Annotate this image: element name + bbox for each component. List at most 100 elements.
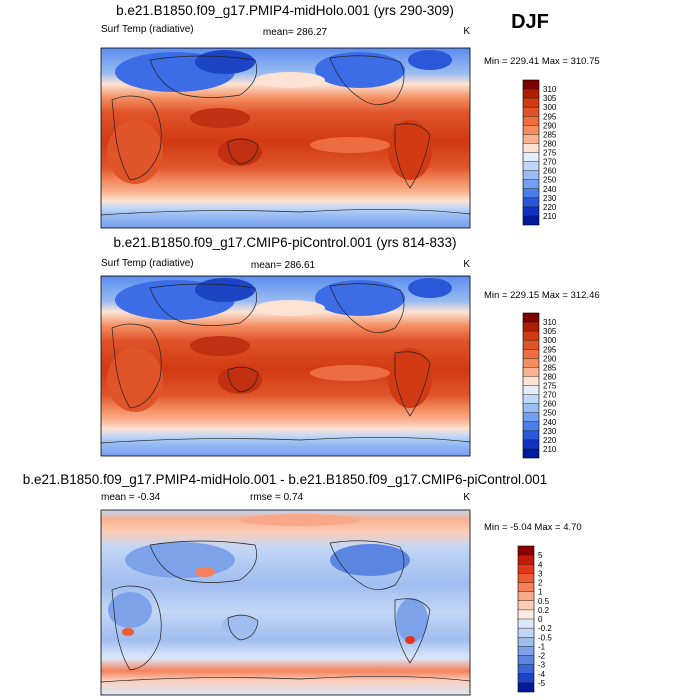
- panel-1-mean: mean= 286.27: [263, 27, 328, 38]
- legend-label: 270: [543, 158, 557, 167]
- panel-2-units: K: [463, 259, 470, 270]
- panel-1-australia: [218, 138, 262, 166]
- panel-1-cold-tongue: [310, 137, 390, 153]
- panel-3-title: b.e21.B1850.f09_g17.PMIP4-midHolo.001 - …: [23, 472, 548, 487]
- panel-1-map: [101, 48, 470, 228]
- panel-1-warm-pool: [190, 108, 250, 128]
- legend-swatch: [518, 546, 534, 556]
- panel-3-coast-australia: [227, 614, 259, 641]
- panel-1-coast-north-america: [329, 55, 405, 105]
- panel-3-coast-eurasia: [149, 540, 258, 583]
- legend-label: 3: [538, 569, 543, 578]
- panel-2-coast-antarctica: [101, 437, 470, 444]
- panel-2-coast-south-america: [394, 351, 431, 417]
- legend-label: -3: [538, 661, 546, 670]
- legend-swatch: [518, 564, 534, 574]
- legend-swatch: [523, 80, 539, 90]
- legend-swatch: [518, 682, 534, 692]
- panel-2-map-frame: [100, 275, 471, 457]
- panel-midholo: b.e21.B1850.f09_g17.PMIP4-midHolo.001 (y…: [100, 3, 600, 229]
- legend-swatch: [523, 161, 539, 171]
- legend-swatch: [523, 322, 539, 332]
- legend-label: 210: [543, 212, 557, 221]
- legend-label: -0.5: [538, 633, 552, 642]
- legend-label: 280: [543, 372, 557, 381]
- legend-swatch: [523, 331, 539, 341]
- legend-label: -2: [538, 652, 546, 661]
- panel-3-australia: [222, 615, 258, 635]
- legend-label: 300: [543, 103, 557, 112]
- panel-2-coast-north-america: [329, 283, 405, 333]
- legend-label: 220: [543, 436, 557, 445]
- panel-2-mean: mean= 286.61: [251, 260, 316, 271]
- legend-swatch: [518, 600, 534, 610]
- panel-2-variable: Surf Temp (radiative): [101, 258, 194, 269]
- panel-3-coast-north-america: [329, 540, 405, 590]
- legend-label: 305: [543, 327, 557, 336]
- legend-swatch: [523, 448, 539, 458]
- legend-label: 4: [538, 560, 543, 569]
- panel-3-map: [101, 510, 470, 695]
- panel-1-north-pacific: [255, 72, 325, 88]
- panel-2-cold-tongue: [310, 365, 390, 381]
- legend-label: 285: [543, 363, 557, 372]
- legend-label: 310: [543, 318, 557, 327]
- panel-1-title: b.e21.B1850.f09_g17.PMIP4-midHolo.001 (y…: [116, 3, 454, 18]
- legend-swatch: [523, 367, 539, 377]
- legend-label: 300: [543, 336, 557, 345]
- panel-3-tibet-warming: [195, 567, 215, 577]
- legend-label: 260: [543, 400, 557, 409]
- panel-3-north-america-cooling: [330, 544, 410, 576]
- legend-swatch: [523, 107, 539, 117]
- panel-3-units: K: [463, 492, 470, 503]
- legend-label: 270: [543, 391, 557, 400]
- legend-label: 220: [543, 203, 557, 212]
- panel-2-coast-australia: [227, 366, 259, 393]
- legend-label: 1: [538, 588, 543, 597]
- panel-difference: b.e21.B1850.f09_g17.PMIP4-midHolo.001 - …: [23, 472, 582, 696]
- panel-2-north-america: [315, 280, 405, 316]
- legend-swatch: [523, 439, 539, 449]
- panel-2-coast-africa: [111, 323, 162, 409]
- panel-1-variable: Surf Temp (radiative): [101, 24, 194, 35]
- panel-2-greenland: [408, 278, 452, 298]
- legend-swatch: [523, 430, 539, 440]
- legend-swatch: [523, 385, 539, 395]
- legend-label: 5: [538, 551, 543, 560]
- panel-1-africa: [107, 120, 163, 184]
- legend-swatch: [518, 664, 534, 674]
- legend-swatch: [523, 412, 539, 422]
- legend-label: 275: [543, 382, 557, 391]
- panel-3-arctic-warming: [240, 514, 360, 526]
- panel-3-mean: mean = -0.34: [101, 492, 161, 503]
- panel-1-siberia: [195, 50, 255, 74]
- panel-2-warm-pool: [190, 336, 250, 356]
- panel-1-coast-eurasia: [149, 55, 258, 98]
- panel-2-map: [101, 276, 470, 456]
- legend-label: 210: [543, 445, 557, 454]
- legend-swatch: [523, 313, 539, 323]
- legend-label: 230: [543, 194, 557, 203]
- panel-3-coast-africa: [111, 585, 162, 671]
- legend-label: 290: [543, 354, 557, 363]
- panel-2-south-america: [388, 348, 432, 408]
- panel-2-coast-eurasia: [149, 283, 258, 326]
- panel-1-south-america: [388, 120, 432, 180]
- legend-swatch: [523, 215, 539, 225]
- legend-swatch: [518, 609, 534, 619]
- panel-1-coast-australia: [227, 138, 259, 165]
- legend-label: 0.5: [538, 597, 550, 606]
- legend-swatch: [518, 637, 534, 647]
- panel-1-coast-antarctica: [101, 209, 470, 216]
- legend-swatch: [523, 197, 539, 207]
- legend-swatch: [518, 628, 534, 638]
- legend-swatch: [518, 646, 534, 656]
- legend-swatch: [518, 591, 534, 601]
- panel-3-africa-cooling: [108, 592, 152, 628]
- panel-3-coast-antarctica: [101, 676, 470, 683]
- legend-swatch: [523, 134, 539, 144]
- legend-label: 2: [538, 579, 543, 588]
- legend-swatch: [523, 403, 539, 413]
- legend-swatch: [523, 349, 539, 359]
